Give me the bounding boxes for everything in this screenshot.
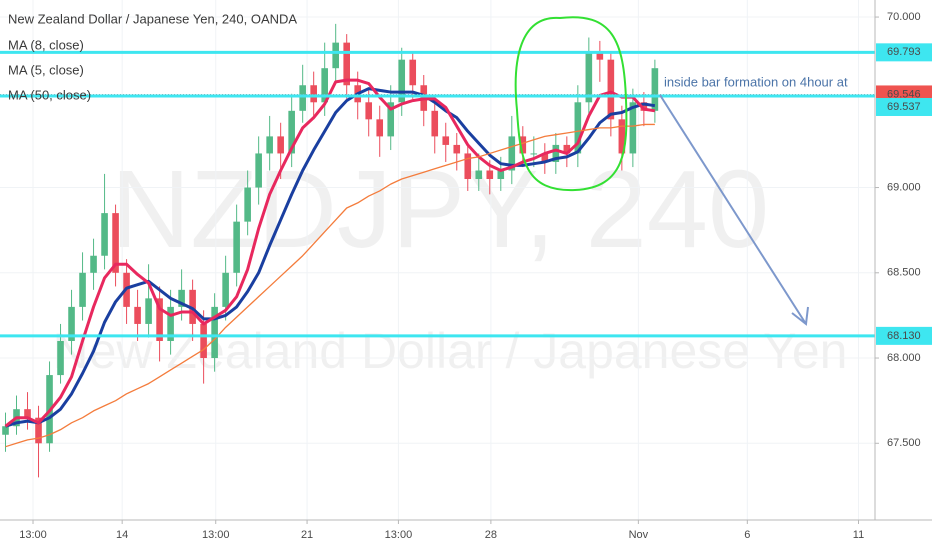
highlight-circle	[514, 16, 628, 192]
x-tick-label: 28	[485, 529, 497, 541]
price-label-box	[876, 326, 932, 345]
legend-entry: MA (50, close)	[8, 87, 91, 102]
candle-body	[365, 102, 373, 120]
candle-body	[519, 136, 527, 154]
candle-body	[189, 289, 196, 324]
candle-body	[574, 102, 582, 154]
x-tick-label: 13:00	[202, 529, 230, 541]
candle-body	[409, 59, 417, 86]
candle-body	[145, 298, 152, 324]
x-tick-label: 6	[744, 529, 750, 541]
candle-body	[79, 272, 86, 307]
candle-body	[607, 59, 615, 120]
candle-body	[431, 110, 439, 137]
ma-line	[5, 123, 655, 448]
price-label-box	[876, 43, 932, 62]
price-label: 69.546	[887, 88, 921, 100]
candle-body	[321, 68, 328, 103]
candle-body	[651, 68, 659, 111]
candle-body	[387, 102, 395, 137]
arrow-head	[791, 306, 809, 326]
price-label-box	[876, 97, 932, 116]
legend-entry: MA (8, close)	[8, 37, 84, 52]
candle-body	[134, 306, 141, 324]
x-tick-label: Nov	[629, 529, 649, 541]
candle-body	[244, 187, 251, 222]
candle-body	[2, 426, 9, 435]
candle-body	[343, 42, 350, 86]
candle-body	[112, 213, 119, 273]
y-tick-label: 70.000	[887, 11, 921, 23]
x-tick-label: 14	[116, 529, 128, 541]
candle-body	[453, 144, 461, 154]
grid-layer	[0, 0, 875, 520]
candle-body	[475, 170, 483, 180]
y-tick-label: 68.500	[887, 267, 921, 279]
candle-body	[299, 85, 306, 111]
price-label: 69.537	[887, 101, 921, 113]
watermark: NZDJPY, 240	[111, 148, 769, 271]
x-tick-label: 13:00	[385, 529, 413, 541]
x-tick-label: 13:00	[19, 529, 47, 541]
watermark-subtitle: New Zealand Dollar / Japanese Yen	[53, 323, 848, 379]
annotation: inside bar formation on 4hour at	[664, 74, 848, 89]
legend-entry: MA (5, close)	[8, 62, 84, 77]
candle-body	[68, 306, 75, 341]
x-tick-label: 21	[301, 529, 313, 541]
candle-body	[255, 153, 262, 188]
candle-body	[464, 153, 472, 180]
candle-body	[222, 272, 229, 307]
candle-body	[266, 136, 273, 154]
candle-body	[233, 221, 240, 273]
candle-body	[310, 85, 317, 103]
candle-body	[497, 170, 505, 180]
candle-body	[563, 144, 571, 154]
candle-body	[618, 119, 626, 154]
candle-body	[541, 153, 549, 162]
candle-body	[376, 119, 384, 137]
candle-body	[596, 51, 604, 60]
candle-body	[442, 136, 450, 145]
arrow-line	[659, 94, 807, 325]
candle-body	[552, 144, 560, 162]
plot-layer	[0, 23, 875, 478]
candle-body	[486, 170, 494, 180]
candle-body	[629, 102, 637, 154]
candle-body	[398, 59, 406, 103]
candle-body	[332, 42, 339, 69]
candle-body	[200, 323, 207, 359]
candle-body	[211, 306, 218, 359]
chart-title: New Zealand Dollar / Japanese Yen, 240, …	[8, 11, 297, 26]
candle-body	[640, 102, 648, 111]
candle-body	[167, 306, 174, 341]
candle-body	[24, 409, 31, 418]
price-label: 69.793	[887, 46, 921, 58]
candle-body	[57, 340, 64, 376]
ma-line	[5, 87, 656, 428]
candle-body	[101, 213, 108, 256]
candle-body	[35, 417, 42, 444]
x-tick-label: 11	[853, 529, 864, 541]
y-tick-label: 67.500	[887, 437, 921, 449]
candle-body	[156, 298, 163, 341]
y-tick-label: 69.000	[887, 181, 921, 193]
candle-body	[178, 289, 185, 307]
ma-line	[4, 78, 656, 428]
candle-body	[277, 136, 284, 154]
candle-body	[90, 255, 97, 273]
y-tick-label: 68.000	[887, 352, 921, 364]
candle-body	[585, 51, 593, 103]
price-label: 68.130	[887, 330, 921, 342]
candle-body	[508, 136, 516, 171]
axis-layer: 70.000 69.000 68.500 68.000 67.500 13:00 14 13:…	[19, 11, 932, 541]
candle-body	[288, 110, 295, 154]
candle-body	[530, 153, 538, 155]
